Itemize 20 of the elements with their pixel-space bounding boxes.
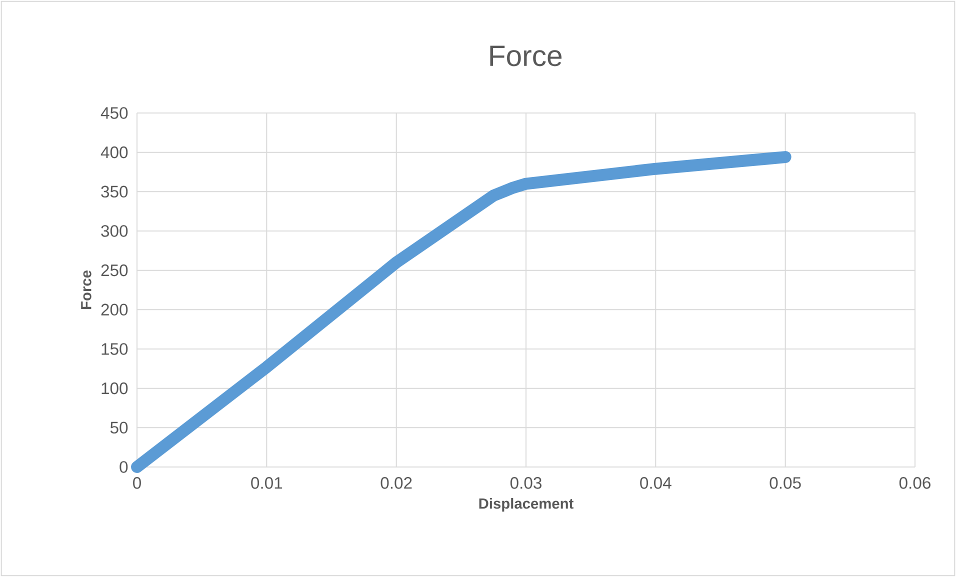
- y-axis-title: Force: [81, 270, 92, 309]
- chart-title: Force: [490, 46, 562, 66]
- y-tick-label: 350: [101, 186, 128, 198]
- x-tick-label: 0: [133, 477, 141, 489]
- y-tick-label: 150: [102, 343, 128, 355]
- y-tick-label: 300: [101, 225, 128, 237]
- x-axis-title: Displacement: [479, 498, 574, 512]
- x-tick-label: 0.04: [640, 477, 672, 489]
- x-tick-label: 0.06: [899, 477, 930, 489]
- x-tick-label: 0.03: [510, 477, 542, 489]
- y-tick-label: 200: [101, 304, 128, 316]
- x-tick-label: 0.01: [251, 477, 282, 489]
- y-tick-label: 50: [110, 422, 128, 434]
- y-tick-label: 0: [120, 461, 128, 473]
- y-tick-label: 400: [100, 146, 128, 158]
- y-tick-label: 250: [101, 264, 128, 276]
- x-tick-label: 0.05: [770, 477, 801, 489]
- y-tick-label: 450: [100, 107, 128, 119]
- x-tick-label: 0.02: [380, 477, 412, 489]
- y-tick-label: 100: [102, 382, 128, 394]
